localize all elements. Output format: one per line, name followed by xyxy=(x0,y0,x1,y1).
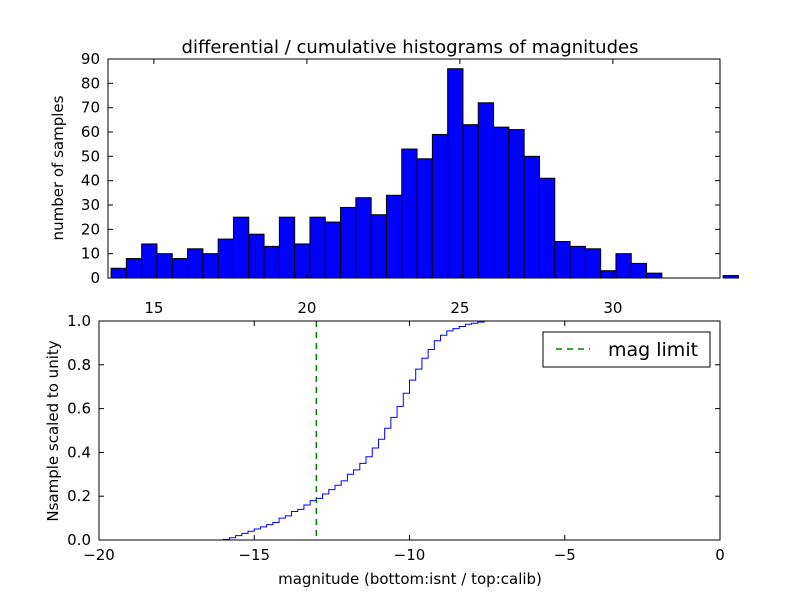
histogram-bar xyxy=(447,68,464,279)
y-axis-label: number of samples xyxy=(49,95,67,240)
y-tick-label: 0.0 xyxy=(67,531,91,549)
y-tick-label: 0.8 xyxy=(67,356,91,374)
histogram-bar xyxy=(370,214,387,279)
histogram-bar xyxy=(477,102,495,279)
bottom-axis-ticks: 0.0 0.2 0.4 0.6 0.8 1.0 −20 −15 −10 −5 0 xyxy=(67,312,725,564)
histogram-bar xyxy=(385,194,403,279)
histogram-bar xyxy=(615,253,632,279)
y-tick-label: 0.2 xyxy=(67,487,91,505)
y-tick-label: 0 xyxy=(90,269,100,287)
y-tick-label: 90 xyxy=(81,50,100,68)
histogram-bar xyxy=(600,270,617,279)
histogram-bar xyxy=(187,248,204,279)
histogram-bar xyxy=(569,245,586,279)
histogram-bar xyxy=(202,253,219,279)
legend: mag limit xyxy=(542,331,711,368)
cumulative-step-line xyxy=(99,320,721,541)
x-tick-label: 20 xyxy=(297,299,316,317)
x-tick-label: 30 xyxy=(603,299,622,317)
x-tick-label: −10 xyxy=(394,546,426,564)
histogram-bar xyxy=(722,275,739,279)
histogram-bar xyxy=(462,124,479,279)
histogram-bar xyxy=(630,262,648,279)
histogram-bar xyxy=(278,216,296,279)
histogram-bar xyxy=(141,243,158,279)
y-tick-label: 60 xyxy=(81,123,100,141)
cumulative-lines xyxy=(99,320,721,541)
histogram-bar xyxy=(355,197,372,279)
y-tick-label: 70 xyxy=(81,99,100,117)
x-tick-label: 15 xyxy=(144,299,163,317)
histogram-bar xyxy=(584,248,602,279)
y-tick-label: 40 xyxy=(81,172,100,190)
histogram-bar xyxy=(508,129,525,279)
y-tick-label: 80 xyxy=(81,74,100,92)
y-axis-label: Nsample scaled to unity xyxy=(44,340,62,521)
histogram-bar xyxy=(232,216,250,279)
histogram-bars xyxy=(110,68,739,279)
x-tick-label: −5 xyxy=(554,546,576,564)
histogram-bar xyxy=(554,241,571,279)
x-tick-label: 0 xyxy=(715,546,725,564)
histogram-bar xyxy=(248,233,265,279)
x-tick-label: −15 xyxy=(238,546,270,564)
histogram-chart: differential / cumulative histograms of … xyxy=(49,37,739,317)
histogram-bar xyxy=(309,216,326,279)
y-tick-label: 1.0 xyxy=(67,312,91,330)
histogram-bar xyxy=(538,177,556,279)
x-axis-label: magnitude (bottom:isnt / top:calib) xyxy=(278,570,542,588)
histogram-bar xyxy=(493,126,510,279)
histogram-bar xyxy=(401,148,418,279)
histogram-bar xyxy=(431,133,449,279)
histogram-bar xyxy=(416,158,433,279)
y-tick-label: 0.4 xyxy=(67,443,91,461)
histogram-bar xyxy=(523,155,540,279)
histogram-bar xyxy=(217,238,234,279)
y-tick-label: 10 xyxy=(81,245,100,263)
cumulative-plot-frame xyxy=(98,320,721,541)
x-tick-label: 25 xyxy=(450,299,469,317)
legend-label: mag limit xyxy=(608,339,698,361)
histogram-bar xyxy=(125,258,143,279)
histogram-bar xyxy=(324,221,342,279)
histogram-bar xyxy=(646,272,663,279)
y-tick-label: 0.6 xyxy=(67,400,91,418)
top-axis-ticks: 0 10 20 30 40 50 60 70 80 90 15 20 25 30 xyxy=(81,50,720,317)
histogram-bar xyxy=(156,253,173,279)
histogram-bar xyxy=(340,206,357,279)
histogram-bar xyxy=(110,267,127,279)
cumulative-chart: Nsample scaled to unity magnitude (botto… xyxy=(44,312,725,588)
y-tick-label: 20 xyxy=(81,220,100,238)
chart-title: differential / cumulative histograms of … xyxy=(182,37,639,58)
x-tick-label: −20 xyxy=(83,546,115,564)
y-tick-label: 50 xyxy=(81,147,100,165)
histogram-plot-frame xyxy=(107,58,721,279)
y-tick-label: 30 xyxy=(81,196,100,214)
histogram-bar xyxy=(171,258,189,279)
histogram-bar xyxy=(263,245,280,279)
histogram-bar xyxy=(294,243,311,279)
